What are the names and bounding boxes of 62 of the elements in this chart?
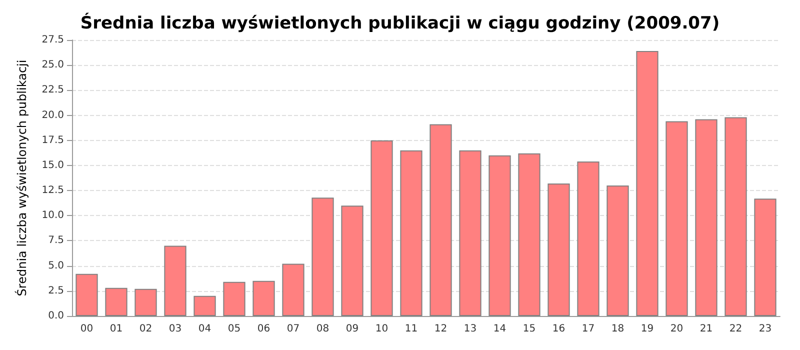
x-tick-label: 09	[346, 324, 359, 334]
bar	[548, 184, 570, 316]
bar	[194, 296, 216, 316]
x-tick-label: 01	[110, 324, 123, 334]
x-tick-label: 16	[552, 324, 566, 334]
y-tick-label: 2.5	[48, 285, 64, 296]
bar	[518, 153, 540, 316]
x-tick-label: 19	[640, 324, 654, 334]
bar	[164, 246, 186, 316]
y-tick-label: 27.5	[42, 34, 64, 46]
y-tick-label: 5.0	[48, 260, 64, 272]
bar	[134, 288, 157, 316]
bar	[76, 274, 98, 316]
y-tick-label: 0.0	[48, 310, 64, 322]
bar	[754, 198, 776, 316]
x-tick-label: 06	[257, 324, 270, 334]
x-tick-label: 08	[316, 324, 330, 334]
bar	[724, 117, 747, 316]
x-tick-label: 20	[670, 324, 684, 334]
x-tick-label: 12	[434, 324, 448, 334]
y-tick-label: 7.5	[48, 235, 64, 246]
y-tick-label: 10.0	[42, 210, 64, 222]
bar	[459, 150, 482, 316]
bar	[636, 51, 658, 316]
bar	[488, 155, 511, 316]
bar	[577, 161, 600, 316]
x-tick-label: 11	[404, 324, 418, 334]
x-tick-label: 18	[611, 324, 624, 334]
x-tick-label: 17	[582, 324, 595, 334]
y-tick-label: 22.5	[42, 84, 64, 96]
x-tick-label: 05	[228, 324, 241, 334]
y-tick-label: 17.5	[42, 134, 64, 146]
y-tick-label: 15.0	[42, 160, 64, 171]
y-axis-title: Średnia liczba wyświetlonych publikacji	[14, 60, 29, 296]
x-tick-label: 07	[286, 324, 300, 334]
x-tick-label: 00	[80, 324, 94, 334]
bar	[370, 140, 393, 316]
bar	[666, 121, 688, 316]
x-tick-label: 10	[375, 324, 388, 334]
x-tick-label: 21	[700, 324, 713, 334]
bar	[606, 186, 629, 316]
bar	[695, 119, 718, 316]
x-tick-label: 02	[139, 324, 152, 334]
y-tick-label: 20.0	[42, 110, 64, 121]
y-tick-label: 25.0	[42, 60, 64, 71]
bar	[400, 150, 422, 316]
x-tick-label: 03	[168, 324, 182, 334]
bar	[341, 206, 364, 316]
x-tick-label: 14	[493, 324, 506, 334]
chart-title: Średnia liczba wyświetlonych publikacji w ciągu godziny (2009.07)	[80, 12, 720, 34]
x-tick-label: 22	[729, 324, 742, 334]
bar	[252, 280, 275, 316]
bar	[223, 282, 246, 316]
x-tick-label: 23	[758, 324, 772, 334]
bar	[312, 198, 334, 316]
bar	[105, 288, 128, 316]
y-tick-label: 12.5	[42, 185, 64, 196]
x-tick-label: 15	[522, 324, 536, 334]
bar	[282, 264, 304, 316]
x-tick-label: 04	[198, 324, 212, 334]
x-tick-label: 13	[464, 324, 477, 334]
bar	[430, 124, 452, 316]
